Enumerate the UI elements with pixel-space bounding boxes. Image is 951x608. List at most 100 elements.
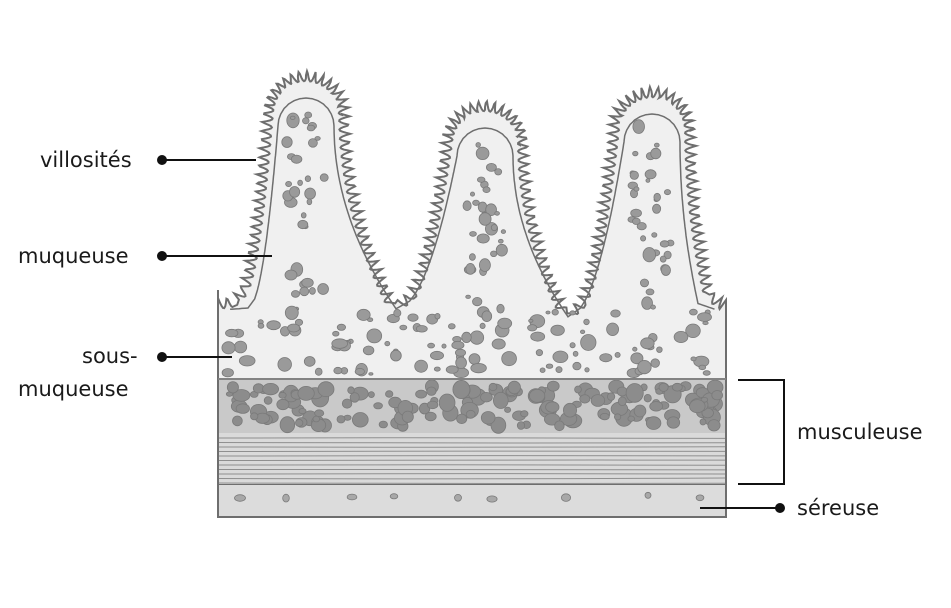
mucosa-cell — [495, 169, 502, 175]
submucosa-cell — [531, 332, 545, 341]
tissue-block — [218, 71, 726, 517]
mucosa-cell — [660, 241, 669, 247]
submucosa-cell — [430, 351, 443, 359]
muscle-cell — [529, 389, 544, 402]
leader-dot-sereuse — [776, 504, 784, 512]
submucosa-cell — [332, 339, 348, 349]
muscle-cell — [425, 412, 436, 421]
muscle-cell — [296, 419, 303, 426]
submucosa-cell — [333, 331, 339, 336]
muscle-cell — [402, 411, 413, 422]
muscle-cell — [708, 420, 720, 431]
muscle-cell — [315, 410, 324, 417]
submucosa-cell — [584, 319, 590, 325]
mucosa-cell — [470, 232, 477, 237]
submucosa-cell — [367, 329, 382, 343]
leader-dot-sous-muqueuse — [158, 353, 166, 361]
mucosa-cell — [660, 256, 666, 262]
serosa-cell — [696, 495, 704, 501]
muscle-cell — [457, 414, 467, 424]
submucosa-cell — [222, 342, 235, 354]
submucosa-cell — [446, 366, 458, 374]
submucosa-cell — [529, 319, 533, 322]
mucosa-cell — [498, 239, 503, 243]
mucosa-cell — [466, 263, 475, 274]
mucosa-cell — [501, 230, 505, 234]
submucosa-cell — [611, 310, 621, 317]
muscle-cell — [667, 417, 680, 428]
submucosa-cell — [434, 367, 440, 371]
muscle-cell — [614, 414, 620, 420]
mucosa-cell — [633, 151, 638, 156]
mucosa-cell — [473, 200, 480, 205]
submucosa-cell — [552, 309, 558, 315]
muscle-cell — [575, 386, 582, 393]
muscularis-longitudinal-band — [218, 433, 726, 484]
muscle-cell — [505, 407, 511, 412]
mucosa-cell — [630, 171, 638, 179]
mucosa-cell — [291, 155, 302, 163]
submucosa-cell — [455, 349, 465, 356]
mucosa-cell — [290, 116, 295, 119]
muscle-cell — [350, 393, 359, 403]
muscle-cell — [233, 416, 243, 426]
mucosa-cell — [479, 259, 490, 272]
muscle-cell — [521, 411, 528, 417]
muscle-cell — [712, 391, 723, 400]
submucosa-cell — [703, 371, 710, 376]
muscle-cell — [591, 395, 605, 407]
serosa-cell — [645, 492, 651, 498]
mucosa-cell — [469, 254, 475, 261]
muscle-cell — [427, 387, 436, 395]
muscle-cell — [298, 386, 314, 400]
submucosa-cell — [651, 359, 660, 368]
mucosa-cell — [300, 287, 309, 296]
serosa-cell — [347, 494, 357, 500]
mucosa-cell — [318, 284, 329, 295]
submucosa-cell — [285, 306, 298, 319]
submucosa-cell — [570, 343, 575, 348]
mucosa-cell — [631, 209, 642, 217]
mucosa-cell — [479, 213, 491, 226]
submucosa-cell — [556, 367, 562, 373]
mucosa-cell — [285, 270, 297, 280]
serosa-cell — [283, 494, 290, 502]
muscle-cell — [555, 421, 565, 431]
mucosa-cell — [290, 187, 300, 198]
mucosa-cell — [491, 251, 497, 257]
submucosa-cell — [498, 318, 512, 329]
muscle-cell — [646, 417, 661, 430]
mucosa-cell — [661, 265, 670, 276]
submucosa-cell — [573, 351, 578, 356]
muscle-cell — [481, 412, 495, 425]
submucosa-cell — [369, 373, 373, 376]
mucosa-cell — [641, 236, 646, 241]
mucosa-cell — [653, 204, 661, 213]
submucosa-cell — [546, 364, 553, 368]
label-villosites: villosités — [40, 147, 132, 173]
submucosa-cell — [385, 341, 390, 345]
serosa-cell — [455, 494, 462, 501]
muscle-cell — [337, 416, 345, 423]
mucosa-cell — [496, 244, 507, 256]
submucosa-cell — [462, 332, 472, 342]
mucosa-cell — [477, 177, 485, 182]
submucosa-cell — [551, 325, 565, 335]
muscle-cell — [439, 394, 455, 411]
muscle-cell — [626, 384, 643, 403]
submucosa-cell — [698, 313, 712, 322]
submucosa-cell — [400, 325, 407, 330]
muscle-cell — [700, 419, 706, 425]
mucosa-cell — [291, 291, 299, 298]
mucosa-cell — [654, 143, 659, 147]
muscle-cell — [280, 417, 295, 433]
label-sous-muqueuse-line2: muqueuse — [18, 376, 129, 402]
submucosa-cell — [315, 368, 322, 375]
mucosa-cell — [307, 125, 315, 131]
submucosa-cell — [471, 363, 487, 372]
mucosa-cell — [477, 234, 489, 243]
submucosa-cell — [469, 354, 480, 365]
submucosa-cell — [553, 351, 568, 363]
serosa-cell — [487, 496, 497, 502]
muscle-cell — [374, 403, 383, 409]
